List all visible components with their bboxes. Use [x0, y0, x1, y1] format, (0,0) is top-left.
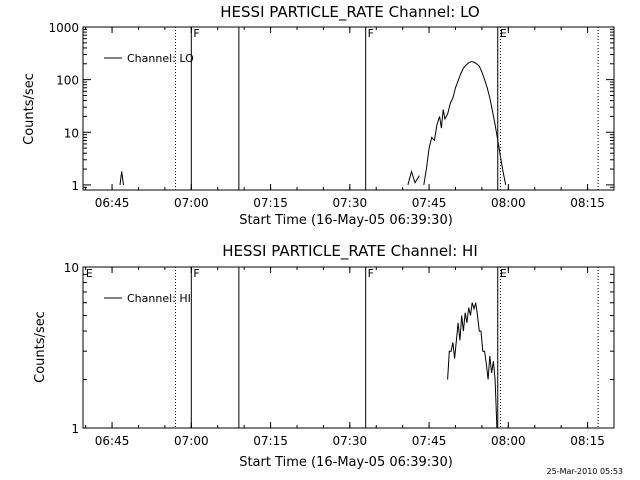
hi-vertical-markers [174, 267, 599, 428]
hi-series-line [447, 302, 498, 429]
hi-flag-label: F [193, 267, 199, 280]
lo-series-line [407, 169, 420, 186]
lo-x-tick-label: 07:15 [253, 196, 288, 210]
hi-x-tick-label: 06:45 [95, 434, 130, 448]
hi-y-tick-label: 10 [64, 261, 79, 275]
hi-legend-label: Channel: HI [127, 292, 191, 305]
lo-axis-ticks: 06:45 07:00 07:15 07:30 07:45 08:00 08:15 1 10 10… [48, 21, 615, 210]
hi-x-tick-label: 08:00 [491, 434, 526, 448]
lo-x-tick-label: 07:00 [174, 196, 209, 210]
lo-flag-label: F [193, 27, 199, 40]
hi-legend: Channel: HI [104, 292, 191, 305]
lo-y-tick-label: 1000 [48, 21, 79, 35]
lo-y-tick-label: 1 [71, 179, 79, 193]
hi-x-tick-label: 07:45 [412, 434, 447, 448]
hi-plot-frame [82, 266, 615, 429]
lo-legend: Channel: LO [104, 52, 194, 65]
lo-legend-label: Channel: LO [127, 52, 194, 65]
lo-series [119, 61, 507, 186]
lo-series-line [119, 171, 124, 185]
lo-vertical-markers [174, 27, 599, 190]
hi-y-tick-label: 1 [71, 422, 79, 436]
lo-x-tick-label: 08:15 [570, 196, 605, 210]
hi-chart-title: HESSI PARTICLE_RATE Channel: HI [222, 242, 478, 261]
lo-y-tick-label: 10 [64, 126, 79, 140]
lo-y-axis-label: Counts/sec [22, 73, 37, 145]
lo-flag-label: F [368, 27, 374, 40]
hi-y-axis-label: Counts/sec [33, 311, 48, 383]
timestamp: 25-Mar-2010 05:53 [547, 467, 624, 476]
lo-flag-label: E [500, 27, 507, 40]
hi-x-tick-label: 07:30 [333, 434, 368, 448]
lo-y-tick-label: 100 [56, 74, 79, 88]
lo-channel-panel: HESSI PARTICLE_RATE Channel: LO Start Ti… [22, 3, 615, 228]
hi-axis-ticks: 06:45 07:00 07:15 07:30 07:45 08:00 08:15 1 10 [64, 261, 615, 448]
lo-x-axis-label: Start Time (16-May-05 06:39:30) [239, 213, 453, 228]
lo-x-tick-label: 06:45 [95, 196, 130, 210]
lo-x-tick-label: 07:30 [333, 196, 368, 210]
hi-flag-label: E [500, 267, 507, 280]
hi-channel-panel: HESSI PARTICLE_RATE Channel: HI Start Ti… [33, 242, 615, 470]
lo-x-tick-label: 07:45 [412, 196, 447, 210]
hi-x-axis-label: Start Time (16-May-05 06:39:30) [239, 455, 453, 470]
hi-x-tick-label: 08:15 [570, 434, 605, 448]
lo-series-line [423, 61, 507, 185]
hi-x-tick-label: 07:15 [253, 434, 288, 448]
hi-series [447, 302, 498, 429]
lo-chart-title: HESSI PARTICLE_RATE Channel: LO [220, 3, 479, 22]
hi-flag-label: F [368, 267, 374, 280]
hi-x-tick-label: 07:00 [174, 434, 209, 448]
lo-x-tick-label: 08:00 [491, 196, 526, 210]
lo-plot-frame [82, 26, 615, 191]
hi-flag-label: E [86, 267, 93, 280]
